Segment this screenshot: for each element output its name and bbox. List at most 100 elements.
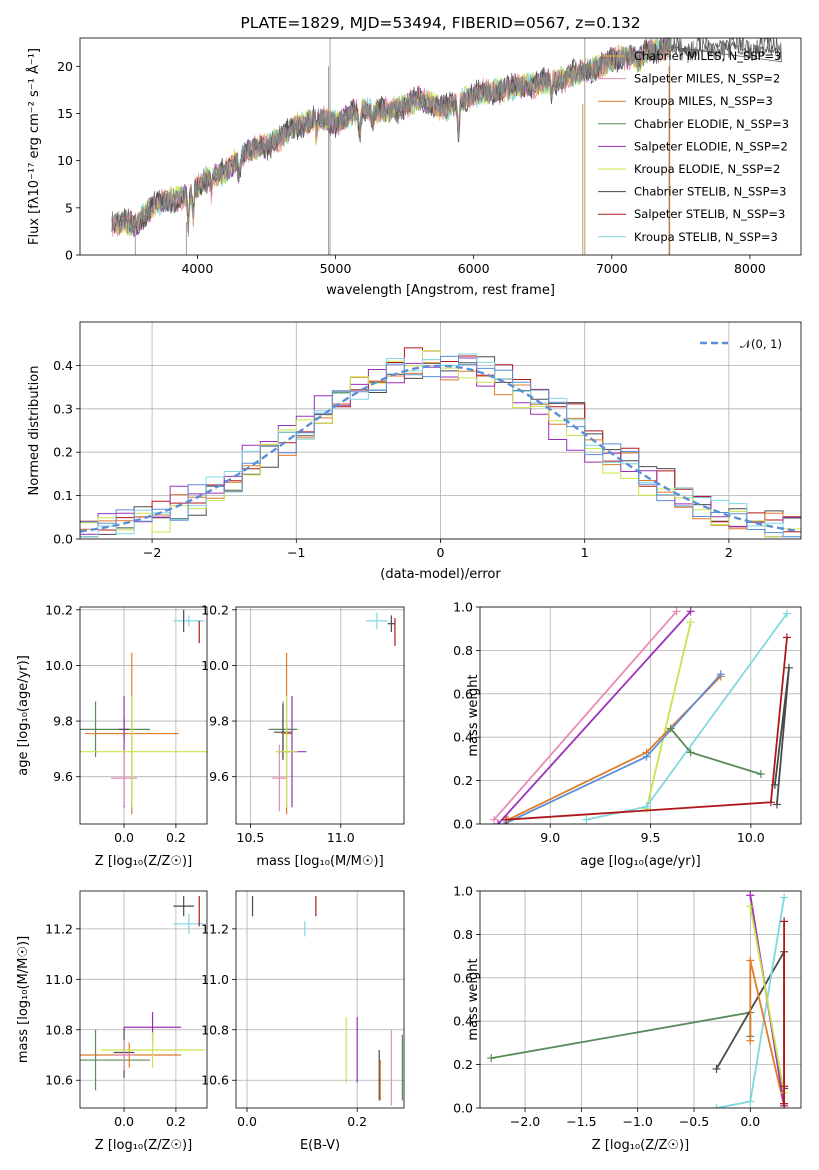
axes-frame: [235, 606, 405, 825]
x-axis-label: E(B-V): [300, 1138, 340, 1153]
plot-area: [268, 612, 396, 815]
panel-5: 0.0 0.2 10.6 10.8 11.0 11.2 Z [log₁₀(Z/Z☉)] mas…: [16, 890, 208, 1153]
legend-label: Chabrier MILES, N_SSP=3: [634, 49, 781, 63]
y-axis-label: Normed distribution: [27, 366, 42, 496]
legend-label: Kroupa ELODIE, N_SSP=2: [634, 162, 780, 176]
y-tick-label: 9.8: [53, 714, 73, 729]
y-tick-label: 0.4: [453, 730, 473, 745]
y-tick-label: 0.0: [53, 532, 73, 547]
y-tick-label: 0.2: [453, 1057, 473, 1072]
axes-frame: [479, 606, 802, 825]
y-tick-label: 1.0: [453, 600, 473, 615]
plot-area: [80, 896, 205, 1091]
y-tick-label: 0.8: [453, 643, 473, 658]
plot-area: [111, 38, 782, 255]
chart-title: PLATE=1829, MJD=53494, FIBERID=0567, z=0…: [240, 14, 640, 32]
x-tick-label: −2: [143, 545, 161, 560]
x-axis-label: (data-model)/error: [380, 567, 501, 582]
x-axis-label: wavelength [Angstrom, rest frame]: [326, 283, 555, 298]
legend-label: Salpeter ELODIE, N_SSP=2: [634, 139, 788, 153]
y-tick-label: 10.6: [201, 1073, 229, 1088]
x-tick-label: 5000: [320, 261, 352, 276]
legend-label: Salpeter MILES, N_SSP=2: [634, 72, 780, 86]
y-tick-label: 0.6: [453, 970, 473, 985]
y-tick-label: 11.0: [201, 972, 229, 987]
weight-series-line: [586, 612, 788, 821]
x-tick-label: 9.0: [540, 830, 560, 845]
x-axis-label: mass [log₁₀(M/M☉)]: [256, 854, 383, 869]
weight-series-line: [493, 610, 678, 821]
y-tick-label: 0.6: [453, 686, 473, 701]
y-tick-label: 9.6: [209, 769, 229, 784]
panel-7: −2.0 −1.5 −1.0 −0.5 0.0 0.0 0.2 0.4 0.6 0.8 1.0 Z […: [453, 884, 802, 1153]
y-tick-label: 1.0: [453, 884, 473, 899]
y-tick-label: 0.2: [53, 445, 73, 460]
x-tick-label: 7000: [596, 261, 628, 276]
axes-frame: [79, 321, 802, 540]
y-tick-label: 0.4: [453, 1014, 473, 1029]
x-tick-label: 8000: [734, 261, 766, 276]
legend-label: Kroupa STELIB, N_SSP=3: [634, 230, 778, 244]
x-tick-label: 0.2: [166, 830, 186, 845]
y-tick-label: 9.6: [53, 769, 73, 784]
x-tick-label: −1.5: [566, 1114, 596, 1129]
axes-frame: [479, 890, 802, 1109]
axes-frame: [79, 890, 208, 1109]
y-tick-label: 11.0: [45, 972, 73, 987]
spectrum-series-line: [111, 38, 782, 236]
legend-label: Chabrier ELODIE, N_SSP=3: [634, 117, 789, 131]
y-tick-label: 15: [57, 106, 73, 121]
legend-label: Chabrier STELIB, N_SSP=3: [634, 185, 786, 199]
weight-series-line: [669, 727, 762, 775]
y-axis-label: mass weight: [466, 674, 481, 756]
x-tick-label: 10.5: [237, 830, 265, 845]
x-tick-label: 0: [437, 545, 445, 560]
y-tick-label: 0.4: [53, 358, 73, 373]
y-tick-label: 20: [57, 59, 73, 74]
x-tick-label: 0.0: [237, 1114, 257, 1129]
y-tick-label: 0.8: [453, 927, 473, 942]
x-tick-label: 4000: [181, 261, 213, 276]
y-tick-label: 0.3: [53, 401, 73, 416]
x-tick-label: 6000: [458, 261, 490, 276]
x-tick-label: 9.5: [641, 830, 661, 845]
plot-area: [80, 609, 207, 815]
plot-area: [487, 891, 789, 1108]
x-tick-label: 0.2: [347, 1114, 367, 1129]
panel-0: 4000 5000 6000 7000 8000 0 5 10 15 20 PLATE=1829, …: [26, 14, 802, 298]
y-tick-label: 0.0: [453, 817, 473, 832]
panel-4: 9.0 9.5 10.0 0.0 0.2 0.4 0.6 0.8 1.0 age [log₁₀(a…: [453, 600, 802, 869]
y-tick-label: 11.2: [45, 921, 73, 936]
legend-label: Kroupa MILES, N_SSP=3: [634, 94, 773, 108]
x-tick-label: 11.0: [327, 830, 355, 845]
x-tick-label: 1: [581, 545, 589, 560]
x-axis-label: Z [log₁₀(Z/Z☉)]: [592, 1138, 689, 1153]
panel-1: −2 −1 0 1 2 0.0 0.1 0.2 0.3 0.4 (data-model)/error…: [27, 321, 802, 582]
weight-series-line: [491, 1011, 752, 1059]
y-tick-label: 10.2: [201, 602, 229, 617]
x-tick-label: 0.0: [114, 830, 134, 845]
plot-area: [251, 896, 403, 1106]
weight-series-line: [497, 610, 692, 824]
observed-spectrum-line: [111, 38, 672, 237]
x-axis-label: Z [log₁₀(Z/Z☉)]: [95, 1138, 192, 1153]
axes-frame: [235, 890, 405, 1109]
y-axis-label: Flux [fλ10⁻¹⁷ erg cm⁻² s⁻¹ Å⁻¹]: [26, 48, 42, 245]
weight-series-line: [645, 621, 692, 810]
x-tick-label: 10.0: [737, 830, 765, 845]
y-tick-label: 10.8: [45, 1022, 73, 1037]
legend-label: 𝒩(0, 1): [740, 337, 782, 351]
legend-label: Salpeter STELIB, N_SSP=3: [634, 207, 785, 221]
y-axis-label: mass [log₁₀(M/M☉)]: [16, 936, 31, 1063]
y-axis-label: age [log₁₀(age/yr)]: [16, 655, 31, 776]
y-tick-label: 10.6: [45, 1073, 73, 1088]
y-tick-label: 10.2: [45, 602, 73, 617]
y-tick-label: 0: [65, 248, 73, 263]
panel-3: 10.5 11.0 9.6 9.8 10.0 10.2 mass [log₁₀(M/M☉)]: [201, 602, 405, 869]
x-tick-label: −0.5: [679, 1114, 709, 1129]
x-axis-label: Z [log₁₀(Z/Z☉)]: [95, 854, 192, 869]
y-axis-label: mass weight: [466, 958, 481, 1040]
x-tick-label: 0.0: [740, 1114, 760, 1129]
x-tick-label: 2: [725, 545, 733, 560]
